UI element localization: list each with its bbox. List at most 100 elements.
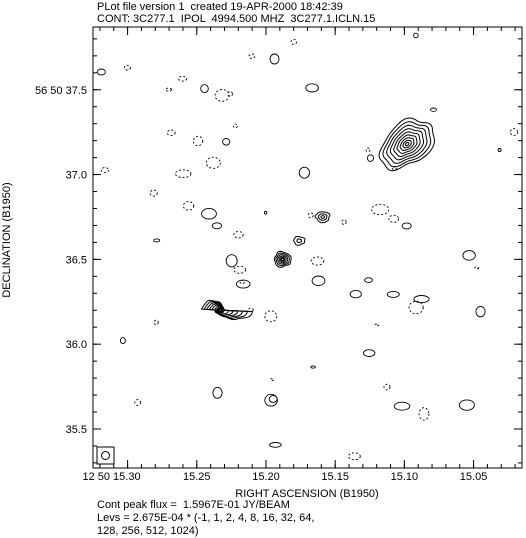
- positive-noise-contour: [153, 238, 161, 243]
- positive-noise-contour: [269, 442, 282, 448]
- negative-noise-contour: [248, 53, 256, 59]
- contour-ring-core: [273, 250, 292, 268]
- contour-ring-northwest-lobe: [396, 134, 418, 154]
- negative-noise-contour: [270, 378, 274, 382]
- contour-ring-jet-knot-2: [320, 215, 325, 219]
- positive-noise-contour: [264, 393, 278, 407]
- contour-ring-core: [280, 256, 286, 262]
- negative-noise-contour: [233, 265, 247, 274]
- levels-text-line2: 128, 256, 512, 1024): [97, 525, 199, 537]
- negative-noise-contour: [374, 323, 380, 327]
- positive-noise-contour: [222, 138, 231, 146]
- peak-flux-text: Cont peak flux = 1.5967E-01 JY/BEAM: [97, 499, 290, 511]
- plot-header-line2: CONT: 3C277.1 IPOL 4994.500 MHZ 3C277.1.…: [97, 13, 376, 25]
- negative-noise-contour: [174, 169, 192, 179]
- negative-noise-contour: [341, 219, 347, 226]
- positive-noise-contour: [430, 107, 437, 112]
- contour-ring-southeast-lobe: [200, 299, 253, 321]
- y-tick-label: 37.0: [66, 170, 87, 182]
- levels-text-line1: Levs = 2.675E-04 * (-1, 1, 2, 4, 8, 16, …: [97, 512, 315, 524]
- x-tick-label: 15.20: [252, 471, 280, 483]
- negative-noise-contour: [227, 90, 233, 97]
- positive-noise-contour: [96, 68, 106, 76]
- positive-noise-contour: [366, 154, 375, 162]
- negative-noise-contour: [192, 135, 204, 147]
- positive-noise-contour: [298, 166, 310, 179]
- contour-ring-core: [280, 257, 285, 262]
- y-axis-title: DECLINATION (B1950): [1, 182, 13, 297]
- beam-ellipse: [101, 451, 110, 460]
- negative-noise-contour: [233, 123, 238, 129]
- negative-noise-contour: [247, 307, 254, 313]
- negative-noise-contour: [371, 203, 390, 216]
- contour-ring-core: [277, 254, 289, 265]
- positive-noise-contour: [393, 401, 411, 411]
- positive-noise-contour: [458, 399, 475, 411]
- negative-noise-contour: [205, 156, 221, 169]
- x-tick-label: 15.15: [321, 471, 349, 483]
- contour-ring-jet-knot-1: [293, 236, 306, 246]
- positive-noise-contour: [305, 83, 319, 93]
- contour-ring-northwest-lobe: [399, 137, 415, 151]
- contour-ring-northwest-lobe: [393, 131, 421, 157]
- contour-ring-jet-knot-2: [314, 211, 331, 224]
- negative-noise-contour: [418, 407, 430, 421]
- positive-noise-contour: [413, 295, 430, 304]
- positive-noise-contour: [263, 210, 268, 215]
- x-tick-label: 15.05: [460, 471, 488, 483]
- positive-noise-contour: [497, 148, 502, 152]
- negative-noise-contour: [182, 201, 195, 211]
- x-axis-title: RIGHT ASCENSION (B1950): [235, 488, 378, 500]
- x-tick-label: 12 50 15.30: [82, 471, 140, 483]
- plot-header-line1: PLot file version 1 created 19-APR-2000 …: [97, 1, 343, 13]
- positive-noise-contour: [225, 254, 238, 268]
- positive-noise-contour: [386, 290, 400, 298]
- contour-ring-northwest-lobe: [378, 117, 436, 172]
- contour-ring-jet-knot-1: [296, 238, 302, 243]
- contour-ring-jet-knot-2: [317, 213, 328, 221]
- negative-noise-contour: [388, 214, 400, 223]
- contour-ring-northwest-lobe: [389, 128, 424, 161]
- negative-noise-contour: [383, 383, 391, 391]
- positive-noise-contour: [349, 289, 362, 299]
- negative-noise-contour: [365, 147, 371, 153]
- negative-noise-contour: [134, 399, 142, 406]
- contour-lines: [200, 117, 436, 321]
- negative-noise-contour: [348, 452, 361, 461]
- negative-noise-contour: [100, 167, 110, 173]
- contour-ring-northwest-lobe: [382, 121, 432, 168]
- positive-noise-contour: [462, 250, 476, 261]
- negative-noise-contour: [391, 165, 398, 171]
- contour-ring-core: [278, 255, 287, 264]
- negative-noise-contour: [153, 319, 159, 326]
- y-tick-label: 35.5: [66, 424, 87, 436]
- positive-noise-contour: [119, 337, 126, 345]
- positive-noise-contour: [211, 222, 223, 230]
- negative-noise-contour: [474, 266, 480, 270]
- contour-ring-northwest-lobe: [404, 141, 410, 147]
- positive-noise-contour: [311, 275, 326, 287]
- negative-noise-contour: [509, 128, 519, 137]
- positive-noise-contour: [200, 84, 209, 94]
- negative-noise-contour: [290, 38, 298, 45]
- positive-noise-contour: [269, 53, 280, 65]
- contour-ring-southeast-lobe: [217, 307, 224, 313]
- noise-contours: [96, 32, 519, 461]
- negative-noise-contour: [149, 189, 158, 197]
- positive-noise-contour: [363, 349, 376, 357]
- contour-ring-core: [275, 252, 290, 267]
- positive-noise-contour: [364, 277, 373, 283]
- contour-ring-southeast-lobe: [216, 306, 225, 314]
- positive-noise-contour: [310, 365, 316, 369]
- plot-frame: [92, 26, 523, 469]
- positive-noise-contour: [235, 279, 251, 289]
- negative-noise-contour: [310, 256, 325, 266]
- y-tick-label: 36.0: [66, 339, 87, 351]
- positive-noise-contour: [212, 386, 223, 399]
- negative-noise-contour: [233, 231, 244, 239]
- beam-box: [96, 446, 115, 465]
- positive-noise-contour: [201, 207, 217, 220]
- contour-ring-northwest-lobe: [402, 139, 412, 149]
- axis-ticks: 12 50 15.30 15.25 15.20 15.15 15.10 15.05 56 5…: [35, 27, 522, 483]
